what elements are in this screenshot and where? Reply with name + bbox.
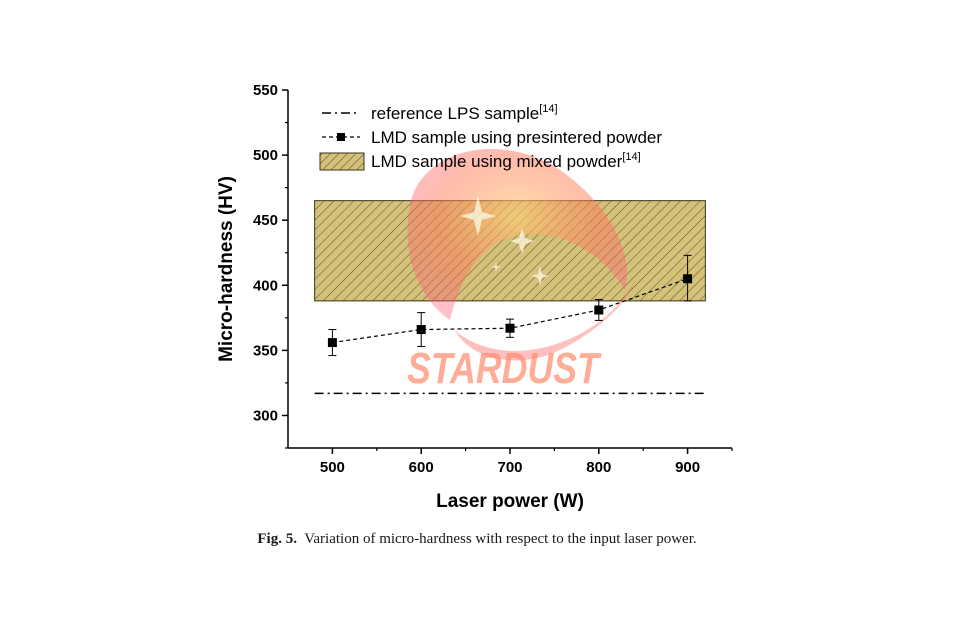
- legend: reference LPS sample[14] LMD sample usin…: [319, 103, 662, 171]
- axis-ticks: [282, 89, 733, 454]
- figure-caption: Fig. 5. Variation of micro-hardness with…: [0, 531, 954, 548]
- presintered-points: [327, 274, 693, 348]
- y-tick-label: 300: [253, 407, 278, 424]
- watermark-text: STARDUST: [407, 344, 602, 393]
- legend-band-swatch: [319, 152, 365, 171]
- legend-pres-marker: [337, 133, 345, 141]
- data-point: [594, 305, 604, 315]
- data-point: [327, 338, 337, 348]
- x-tick-label: 600: [409, 459, 434, 476]
- y-tick-labels: 300 350 400 450 500 550: [253, 82, 278, 424]
- figure-caption-text: Variation of micro-hardness with respect…: [304, 531, 697, 547]
- legend-pres-label: LMD sample using presintered powder: [371, 128, 662, 147]
- data-point: [683, 274, 693, 284]
- x-tick-label: 700: [497, 459, 522, 476]
- y-tick-label: 550: [253, 82, 278, 99]
- legend-band-label: LMD sample using mixed powder[14]: [371, 151, 641, 171]
- x-tick-label: 800: [586, 459, 611, 476]
- x-tick-label: 500: [320, 459, 345, 476]
- data-point: [416, 325, 426, 335]
- figure-label: Fig. 5.: [257, 531, 297, 547]
- y-tick-label: 350: [253, 342, 278, 359]
- data-point: [505, 323, 515, 333]
- x-tick-label: 900: [675, 459, 700, 476]
- x-axis-title: Laser power (W): [436, 491, 584, 512]
- x-tick-labels: 500 600 700 800 900: [320, 459, 700, 476]
- planet-stars-logo: [407, 148, 635, 361]
- legend-ref-label: reference LPS sample[14]: [371, 103, 558, 123]
- y-axis-title: Micro-hardness (HV): [216, 176, 237, 362]
- y-tick-label: 500: [253, 147, 278, 164]
- y-tick-label: 400: [253, 277, 278, 294]
- y-tick-label: 450: [253, 212, 278, 229]
